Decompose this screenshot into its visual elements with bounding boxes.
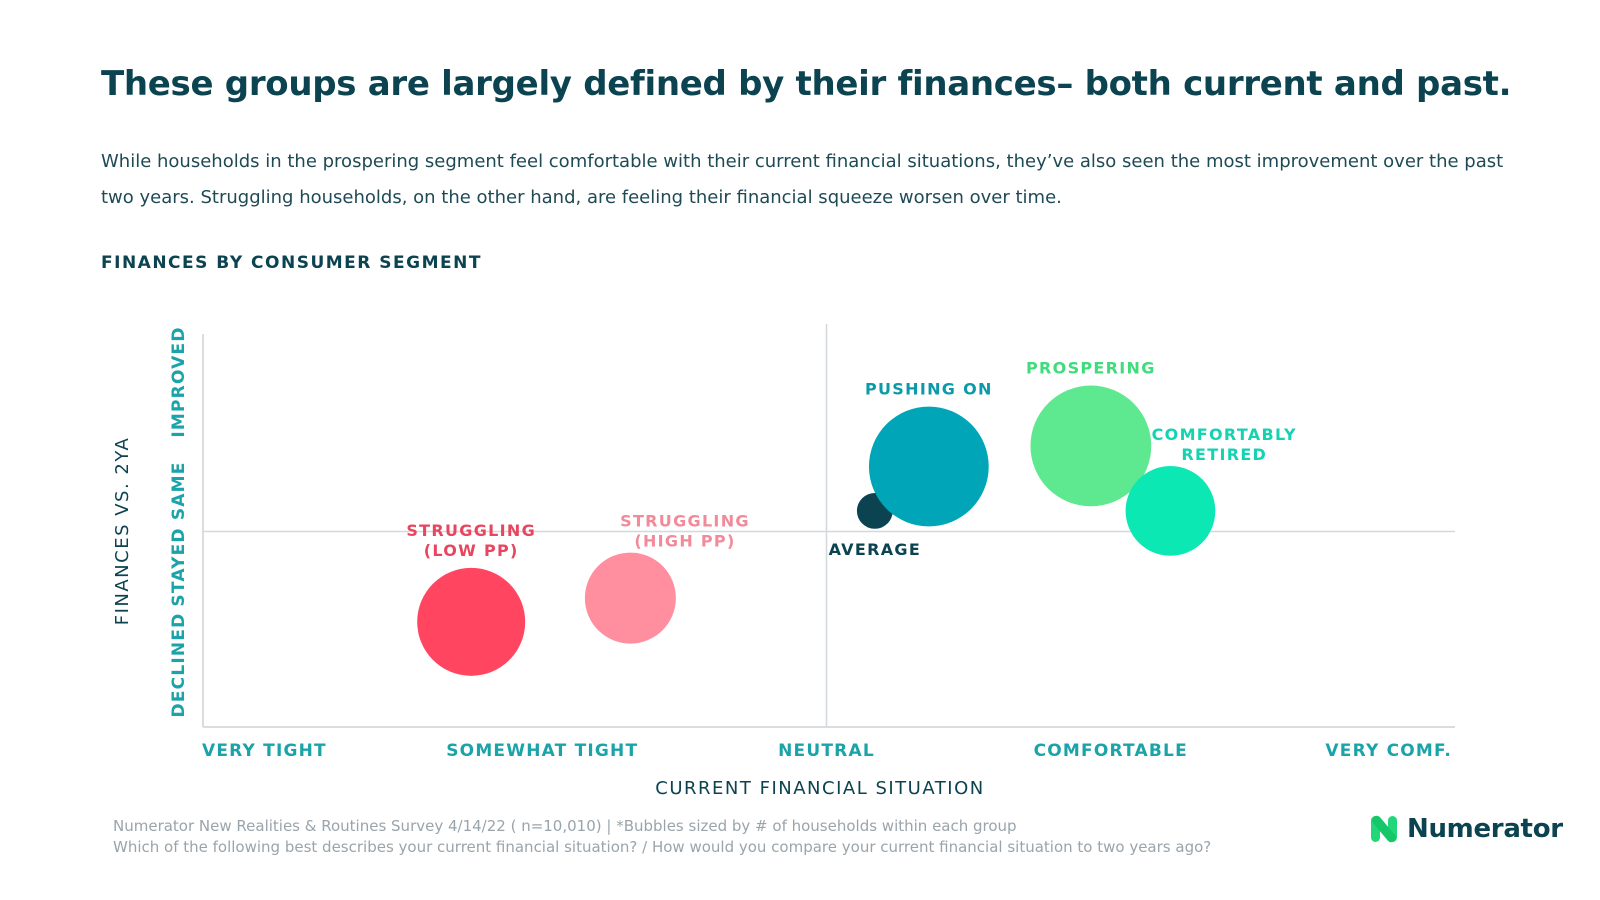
brand-logo: Numerator (1369, 814, 1563, 844)
page-subtitle: While households in the prospering segme… (101, 151, 1504, 208)
logo-wordmark: Numerator (1407, 814, 1563, 844)
bubble-struggling-low-pp (417, 567, 526, 676)
bubble-label: STRUGGLING (LOW PP) (406, 521, 536, 560)
x-tick-label: NEUTRAL (778, 741, 875, 761)
page-title: These groups are largely defined by thei… (101, 64, 1512, 104)
x-tick-label: VERY COMF. (1325, 741, 1452, 761)
bubble-label: COMFORTABLY RETIRED (1152, 425, 1297, 464)
x-axis-title: CURRENT FINANCIAL SITUATION (655, 778, 984, 799)
bubble-pushing-on (868, 406, 989, 527)
bubble-label: STRUGGLING (HIGH PP) (620, 512, 750, 551)
x-tick-labels: VERY TIGHT SOMEWHAT TIGHT NEUTRAL COMFORTAB… (202, 741, 1452, 761)
numerator-logo-icon (1371, 815, 1397, 843)
chart-axes (202, 334, 1455, 728)
y-tick-label: DECLINED (169, 613, 189, 718)
chart-section-label: FINANCES BY CONSUMER SEGMENT (101, 253, 482, 273)
bubble-label: AVERAGE (829, 540, 921, 559)
y-tick-labels: DECLINED STAYED SAME IMPROVED (169, 326, 189, 717)
footnote: Numerator New Realities & Routines Surve… (113, 816, 1211, 858)
bubble-labels: STRUGGLING (LOW PP) STRUGGLING (HIGH PP) AVE… (406, 359, 1297, 560)
footnote-questions: Which of the following best describes yo… (113, 838, 1212, 856)
bubble-comfortably-retired (1125, 466, 1216, 556)
bubbles (417, 385, 1216, 676)
y-tick-label: STAYED SAME (169, 461, 189, 606)
bubble-struggling-high-pp (584, 552, 676, 644)
y-axis-title: FINANCES VS. 2YA (112, 437, 133, 626)
x-tick-label: SOMEWHAT TIGHT (446, 741, 638, 761)
bubble-prospering (1030, 385, 1152, 507)
x-tick-label: COMFORTABLE (1034, 741, 1188, 761)
x-tick-label: VERY TIGHT (202, 741, 327, 761)
footnote-source: Numerator New Realities & Routines Surve… (113, 817, 1017, 835)
bubble-label: PUSHING ON (865, 380, 993, 399)
reference-lines (203, 324, 1455, 727)
y-tick-label: IMPROVED (169, 326, 189, 437)
bubble-label: PROSPERING (1026, 359, 1156, 378)
